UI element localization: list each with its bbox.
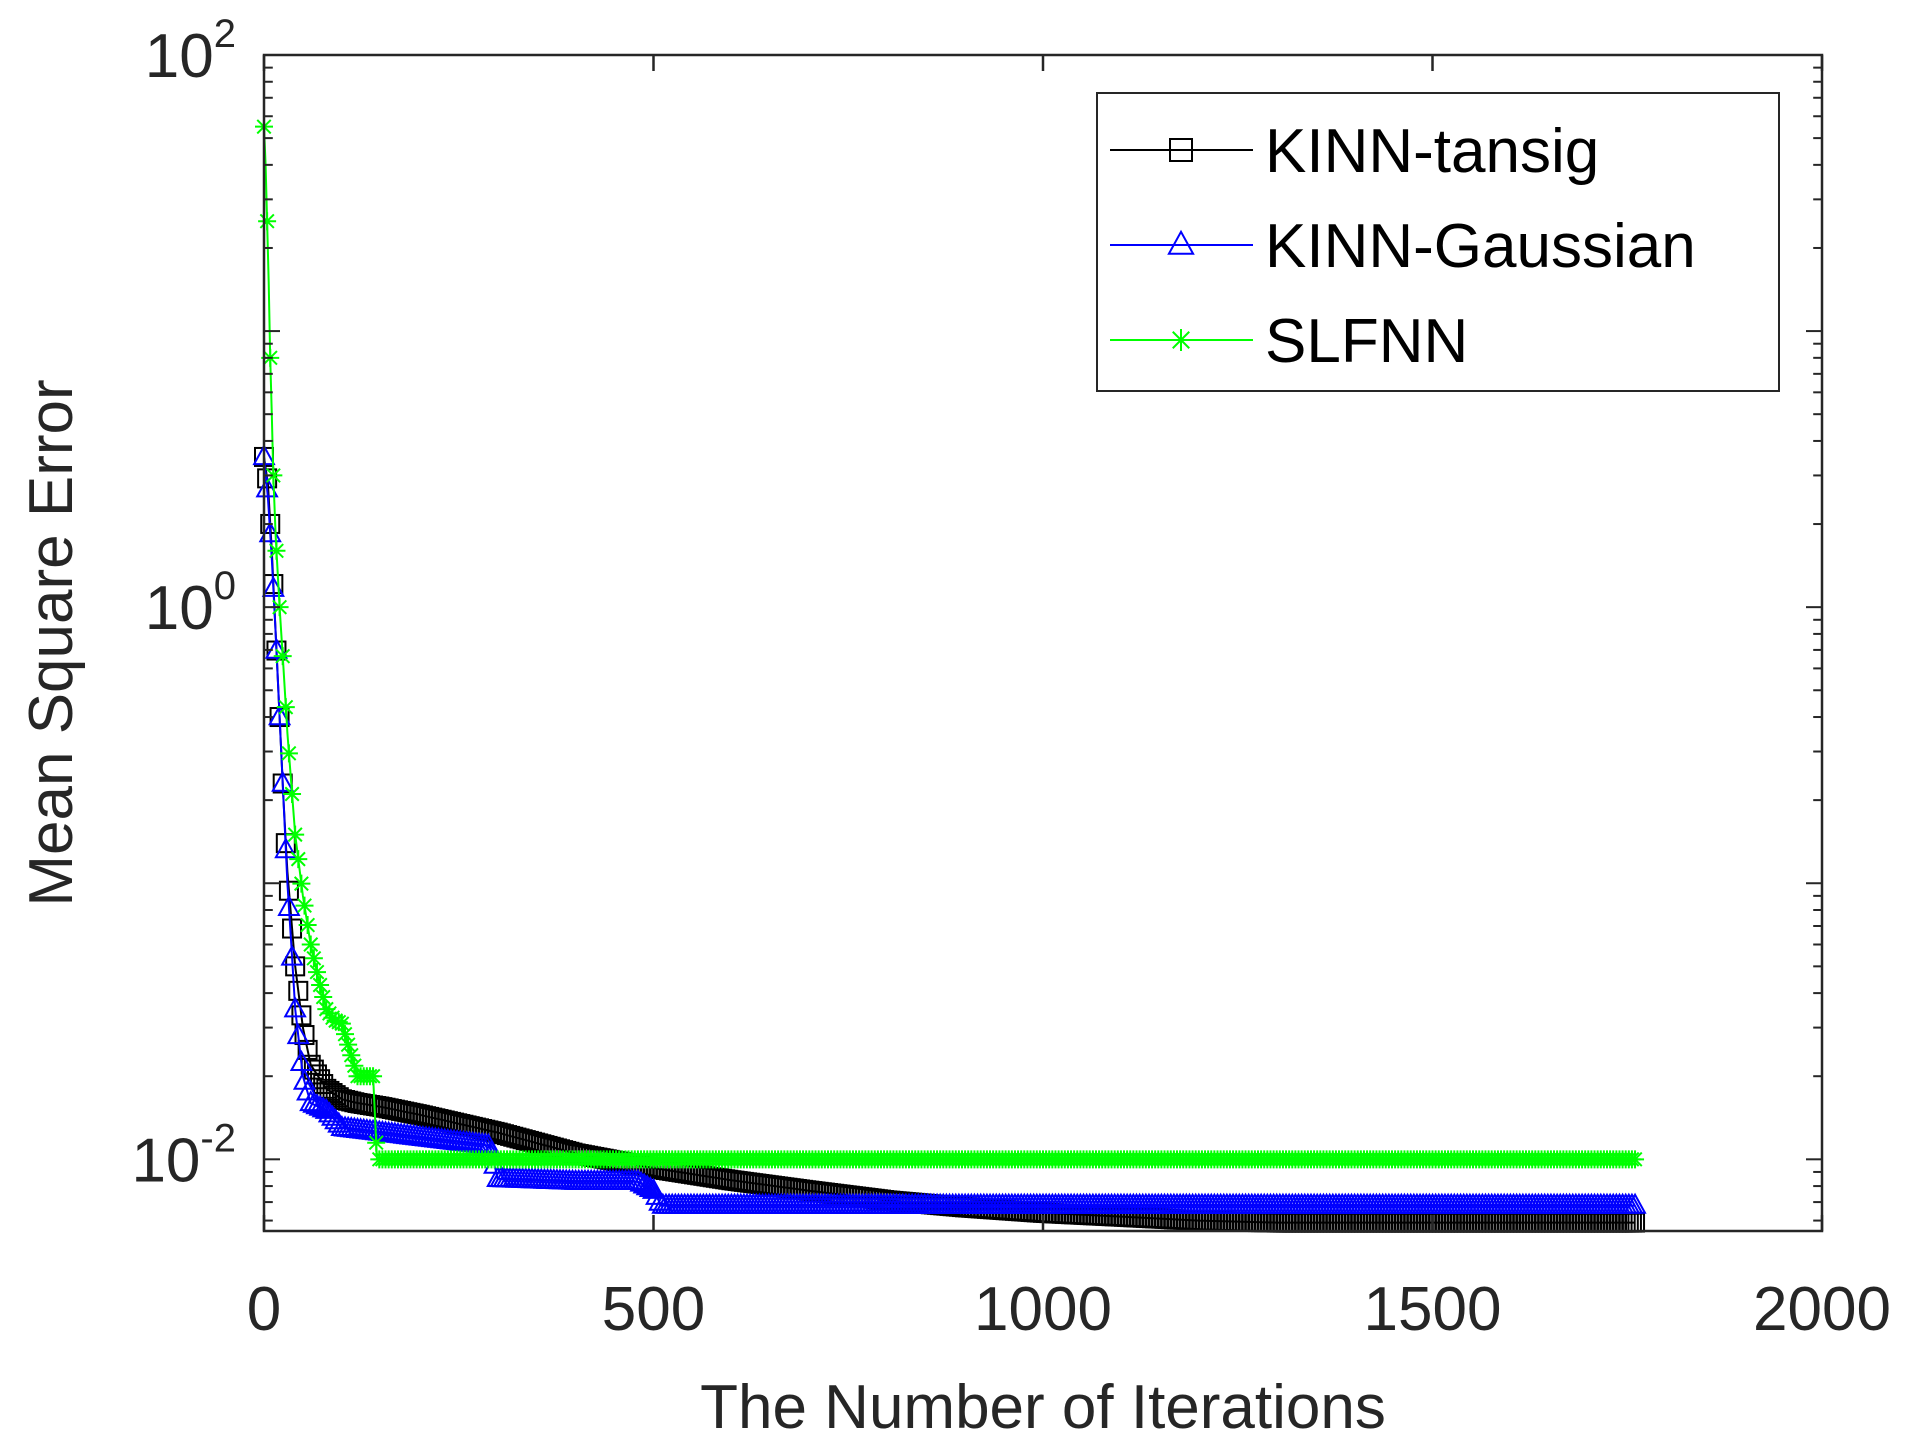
data-point xyxy=(336,1025,355,1044)
data-point xyxy=(327,1111,351,1133)
data-point xyxy=(299,1090,323,1112)
legend-item: KINN-Gaussian xyxy=(1110,212,1696,281)
data-point xyxy=(285,956,306,977)
data-point xyxy=(279,744,298,763)
series-line xyxy=(263,456,1635,1224)
series-slfnn xyxy=(255,117,1645,1169)
data-point xyxy=(276,698,295,717)
data-point xyxy=(632,1172,656,1194)
legend-marker xyxy=(1170,329,1192,351)
data-point xyxy=(264,466,283,485)
data-point xyxy=(282,918,303,939)
axis-tick-labels: 0 500 1000 1500 2000 102 100 10-2 xyxy=(131,12,1891,1344)
data-point xyxy=(289,1049,313,1071)
data-point xyxy=(1626,1150,1645,1169)
data-point xyxy=(367,1133,386,1152)
data-point xyxy=(329,1013,348,1032)
data-point xyxy=(314,988,333,1007)
legend-label: KINN-Gaussian xyxy=(1265,212,1696,281)
plot-series xyxy=(252,117,1647,1233)
data-point xyxy=(629,1170,653,1192)
y-axis-label: Mean Square Error xyxy=(17,379,86,906)
legend-label: SLFNN xyxy=(1265,307,1468,376)
series-line xyxy=(263,456,1635,1207)
x-tick-label: 2000 xyxy=(1753,1275,1891,1344)
data-point xyxy=(339,1035,358,1054)
x-tick-label: 1500 xyxy=(1364,1275,1502,1344)
x-axis-label: The Number of Iterations xyxy=(700,1373,1386,1442)
data-point xyxy=(308,1094,332,1116)
legend-item: SLFNN xyxy=(1110,307,1468,376)
series-kinn-tansig xyxy=(254,446,1646,1233)
data-point xyxy=(302,1091,326,1113)
legend-box xyxy=(1096,92,1780,392)
data-point xyxy=(301,935,320,954)
axis-ticks xyxy=(262,54,1824,1231)
data-point xyxy=(271,770,295,792)
y-tick-label: 100 xyxy=(145,564,236,643)
x-tick-label: 0 xyxy=(247,1275,281,1344)
data-point xyxy=(277,894,301,916)
x-tick-label: 1000 xyxy=(974,1275,1112,1344)
x-tick-label: 500 xyxy=(602,1275,705,1344)
data-point xyxy=(286,825,305,844)
legend-marker xyxy=(1167,229,1195,255)
data-point xyxy=(635,1174,659,1196)
data-point xyxy=(292,874,311,893)
data-point xyxy=(1623,1192,1647,1214)
data-point xyxy=(304,949,323,968)
legend-marker xyxy=(1169,138,1193,162)
data-point xyxy=(258,212,277,231)
data-point xyxy=(267,704,292,726)
data-point xyxy=(283,784,302,803)
data-point xyxy=(295,896,314,915)
data-point xyxy=(286,1023,310,1045)
y-tick-label: 10-2 xyxy=(131,1116,236,1195)
data-point xyxy=(283,996,307,1018)
legend-item: KINN-tansig xyxy=(1110,117,1599,186)
data-point xyxy=(307,963,326,982)
data-point xyxy=(342,1046,361,1065)
data-point xyxy=(345,1056,364,1075)
data-point xyxy=(626,1168,650,1190)
series-kinn-gaussian xyxy=(252,444,1647,1214)
data-point xyxy=(267,541,286,560)
y-tick-label: 102 xyxy=(145,12,236,91)
data-point xyxy=(255,476,279,498)
data-point xyxy=(289,850,308,869)
data-point xyxy=(305,1093,329,1115)
data-point xyxy=(298,916,317,935)
data-point xyxy=(288,980,309,1001)
data-point xyxy=(273,647,292,666)
legend: KINN-tansig KINN-Gaussian SLFNN xyxy=(1096,92,1780,392)
legend-label: KINN-tansig xyxy=(1265,117,1599,186)
data-point xyxy=(332,1014,351,1033)
data-point xyxy=(364,1067,383,1086)
data-point xyxy=(274,837,298,859)
data-point xyxy=(326,1011,345,1030)
data-point xyxy=(311,976,330,995)
data-point xyxy=(280,944,304,966)
